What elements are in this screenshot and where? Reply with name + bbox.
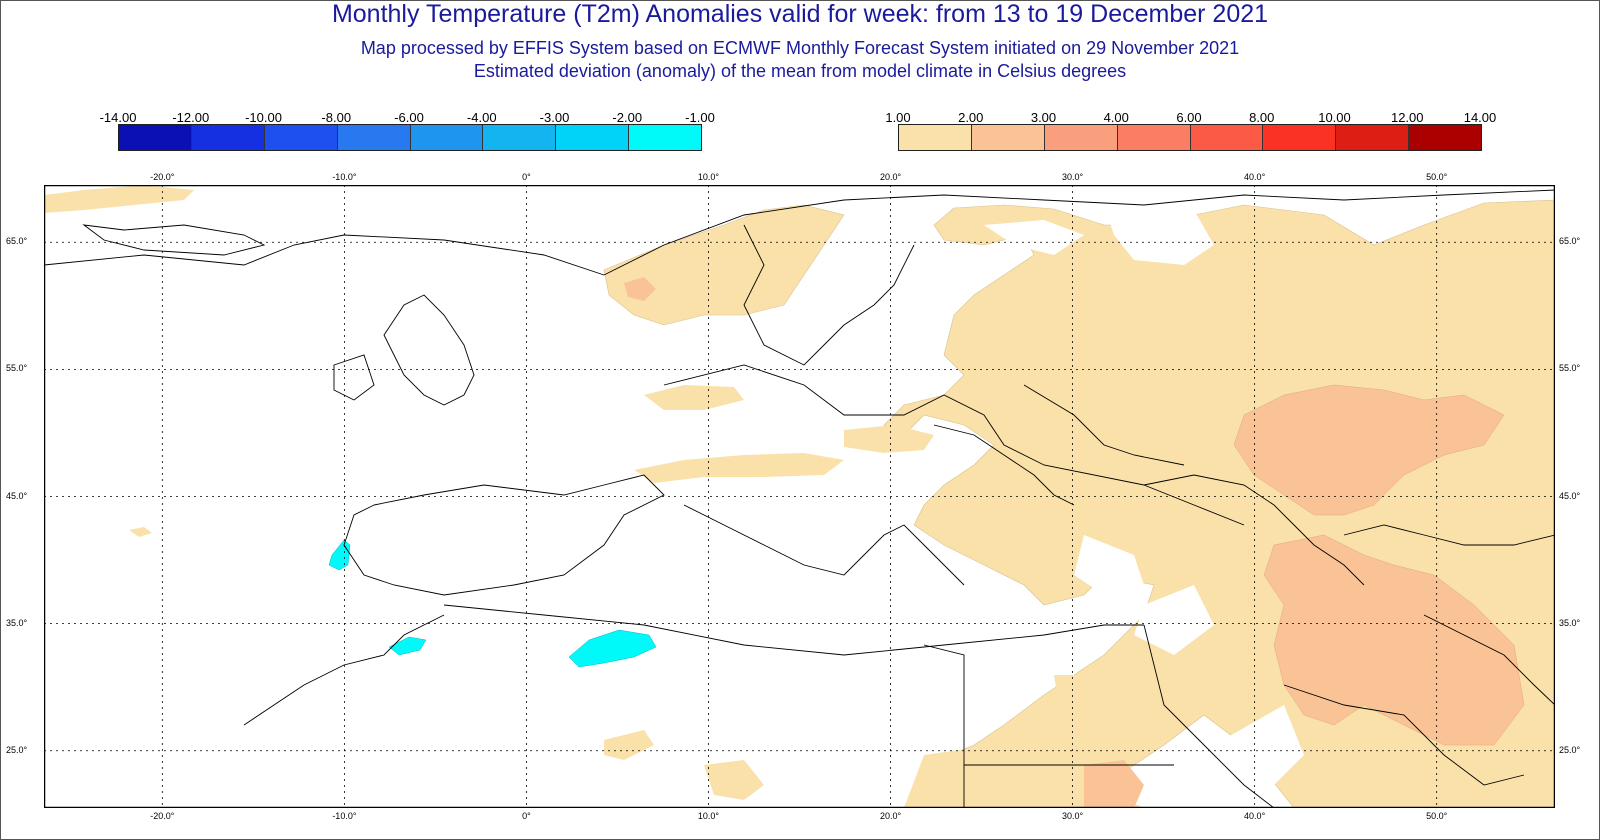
colorbar-warm-swatch [1044,125,1118,150]
colorbar-cold-swatch [629,125,701,150]
longitude-label: -20.0° [150,172,175,182]
colorbar-warm-swatch [971,125,1045,150]
map-title: Monthly Temperature (T2m) Anomalies vali… [331,0,1269,28]
colorbar-warm-label: 12.00 [1390,110,1424,125]
colorbar-warm-swatch [1117,125,1191,150]
latitude-label: 65.0° [6,236,28,247]
latitude-label: 55.0° [6,363,28,374]
colorbar-cold-label: -1.00 [685,110,715,125]
latitude-label: 65.0° [1559,236,1581,247]
anomaly-area-warm-alps [634,453,844,483]
anomaly-area-warm-egypt [1054,675,1114,725]
latitude-label: 35.0° [6,617,28,628]
map-subtitle-processing: Map processed by EFFIS System based on E… [360,38,1240,58]
anomaly-area-warm-sahara2 [704,760,764,800]
colorbar-cold-label: -14.00 [99,110,137,125]
anomaly-area-warm-germany [644,385,744,410]
anomaly-hole-4 [1134,585,1214,655]
longitude-label: 40.0° [1244,172,1266,182]
colorbar-warm-swatch [1190,125,1264,150]
colorbar-cold-label: -10.00 [245,110,282,125]
anomaly-area-warm2-middle-east [1263,534,1525,746]
longitude-label: 20.0° [879,811,902,821]
map-border [44,185,1555,808]
longitude-label: -20.0° [150,811,175,821]
anomaly-hole-1 [984,220,1084,255]
longitude-label: -10.0° [332,811,357,821]
anomaly-hole-3 [1074,535,1144,595]
latitude-label: 35.0° [1559,617,1581,628]
colorbar-cold-swatch [264,125,338,150]
colorbar-warm-label: 2.00 [958,110,984,125]
longitude-label: 10.0° [697,172,720,182]
colorbar-warm-label: 6.00 [1176,110,1202,125]
longitude-label: 50.0° [1426,811,1448,821]
colorbar-warm-swatch [1336,125,1410,150]
colorbar-cold-swatch [410,125,484,150]
colorbar-cold [118,124,702,151]
anomaly-area-warm-balkans [844,425,934,453]
colorbar-warm-label: 1.00 [885,110,911,125]
colorbar-cold-label: -12.00 [172,110,210,125]
colorbar-warm-label: 3.00 [1030,110,1057,125]
colorbar-warm-swatch [1409,125,1481,150]
longitude-label: 20.0° [879,172,902,182]
latitude-label: 45.0° [1559,490,1581,501]
anomaly-area-warm-scandinavia [603,204,845,326]
graticule [44,185,1555,808]
colorbar-warm [898,124,1482,151]
colorbar-cold-label: -6.00 [394,110,424,125]
anomaly-area-warm-iceland [44,185,194,213]
latitude-label: 25.0° [1559,744,1581,755]
colorbar-warm-label: 8.00 [1249,110,1275,125]
longitude-label: 10.0° [697,811,720,821]
map-subtitle-description: Estimated deviation (anomaly) of the mea… [473,61,1127,81]
colorbar-cold-swatch [119,125,192,150]
anomaly-area-warm-atlantic [129,527,152,537]
colorbar-warm-label: 4.00 [1103,110,1129,125]
anomaly-area-cold-morocco [388,636,427,656]
colorbar-cold-swatch [191,125,265,150]
coastlines [44,189,1555,808]
anomaly-hole-2 [1104,205,1214,265]
longitude-label: 30.0° [1062,172,1084,182]
latitude-label: 25.0° [6,744,28,755]
colorbar-cold-label: -3.00 [539,110,570,125]
longitude-label: -10.0° [332,172,357,182]
anomaly-hole-5 [1214,705,1304,795]
anomaly-area-warm2-norway [624,277,656,301]
latitude-label: 55.0° [1559,363,1581,374]
longitude-label: 50.0° [1426,172,1448,182]
longitude-label: 0° [522,172,531,182]
colorbar-cold-swatch [556,125,630,150]
anomaly-map [44,185,1555,808]
colorbar-cold-swatch [337,125,411,150]
colorbar-cold-label: -8.00 [321,110,352,125]
anomaly-area-warm-sahara [604,730,654,760]
longitude-label: 40.0° [1244,811,1266,821]
colorbar-warm-swatch [899,125,972,150]
latitude-label: 45.0° [6,490,28,501]
colorbar-warm-label: 10.00 [1318,110,1351,125]
anomaly-area-cold-algeria [568,629,657,668]
longitude-label: 30.0° [1062,811,1084,821]
anomaly-area-warm2-russia [1233,384,1505,516]
colorbar-warm-label: 14.00 [1463,110,1497,125]
longitude-label: 0° [522,811,531,821]
colorbar-cold-swatch [483,125,557,150]
colorbar-cold-label: -2.00 [612,110,643,125]
colorbar-cold-label: -4.00 [466,110,497,125]
colorbar-warm-swatch [1263,125,1337,150]
anomaly-area-warm2-egypt [1084,760,1144,808]
